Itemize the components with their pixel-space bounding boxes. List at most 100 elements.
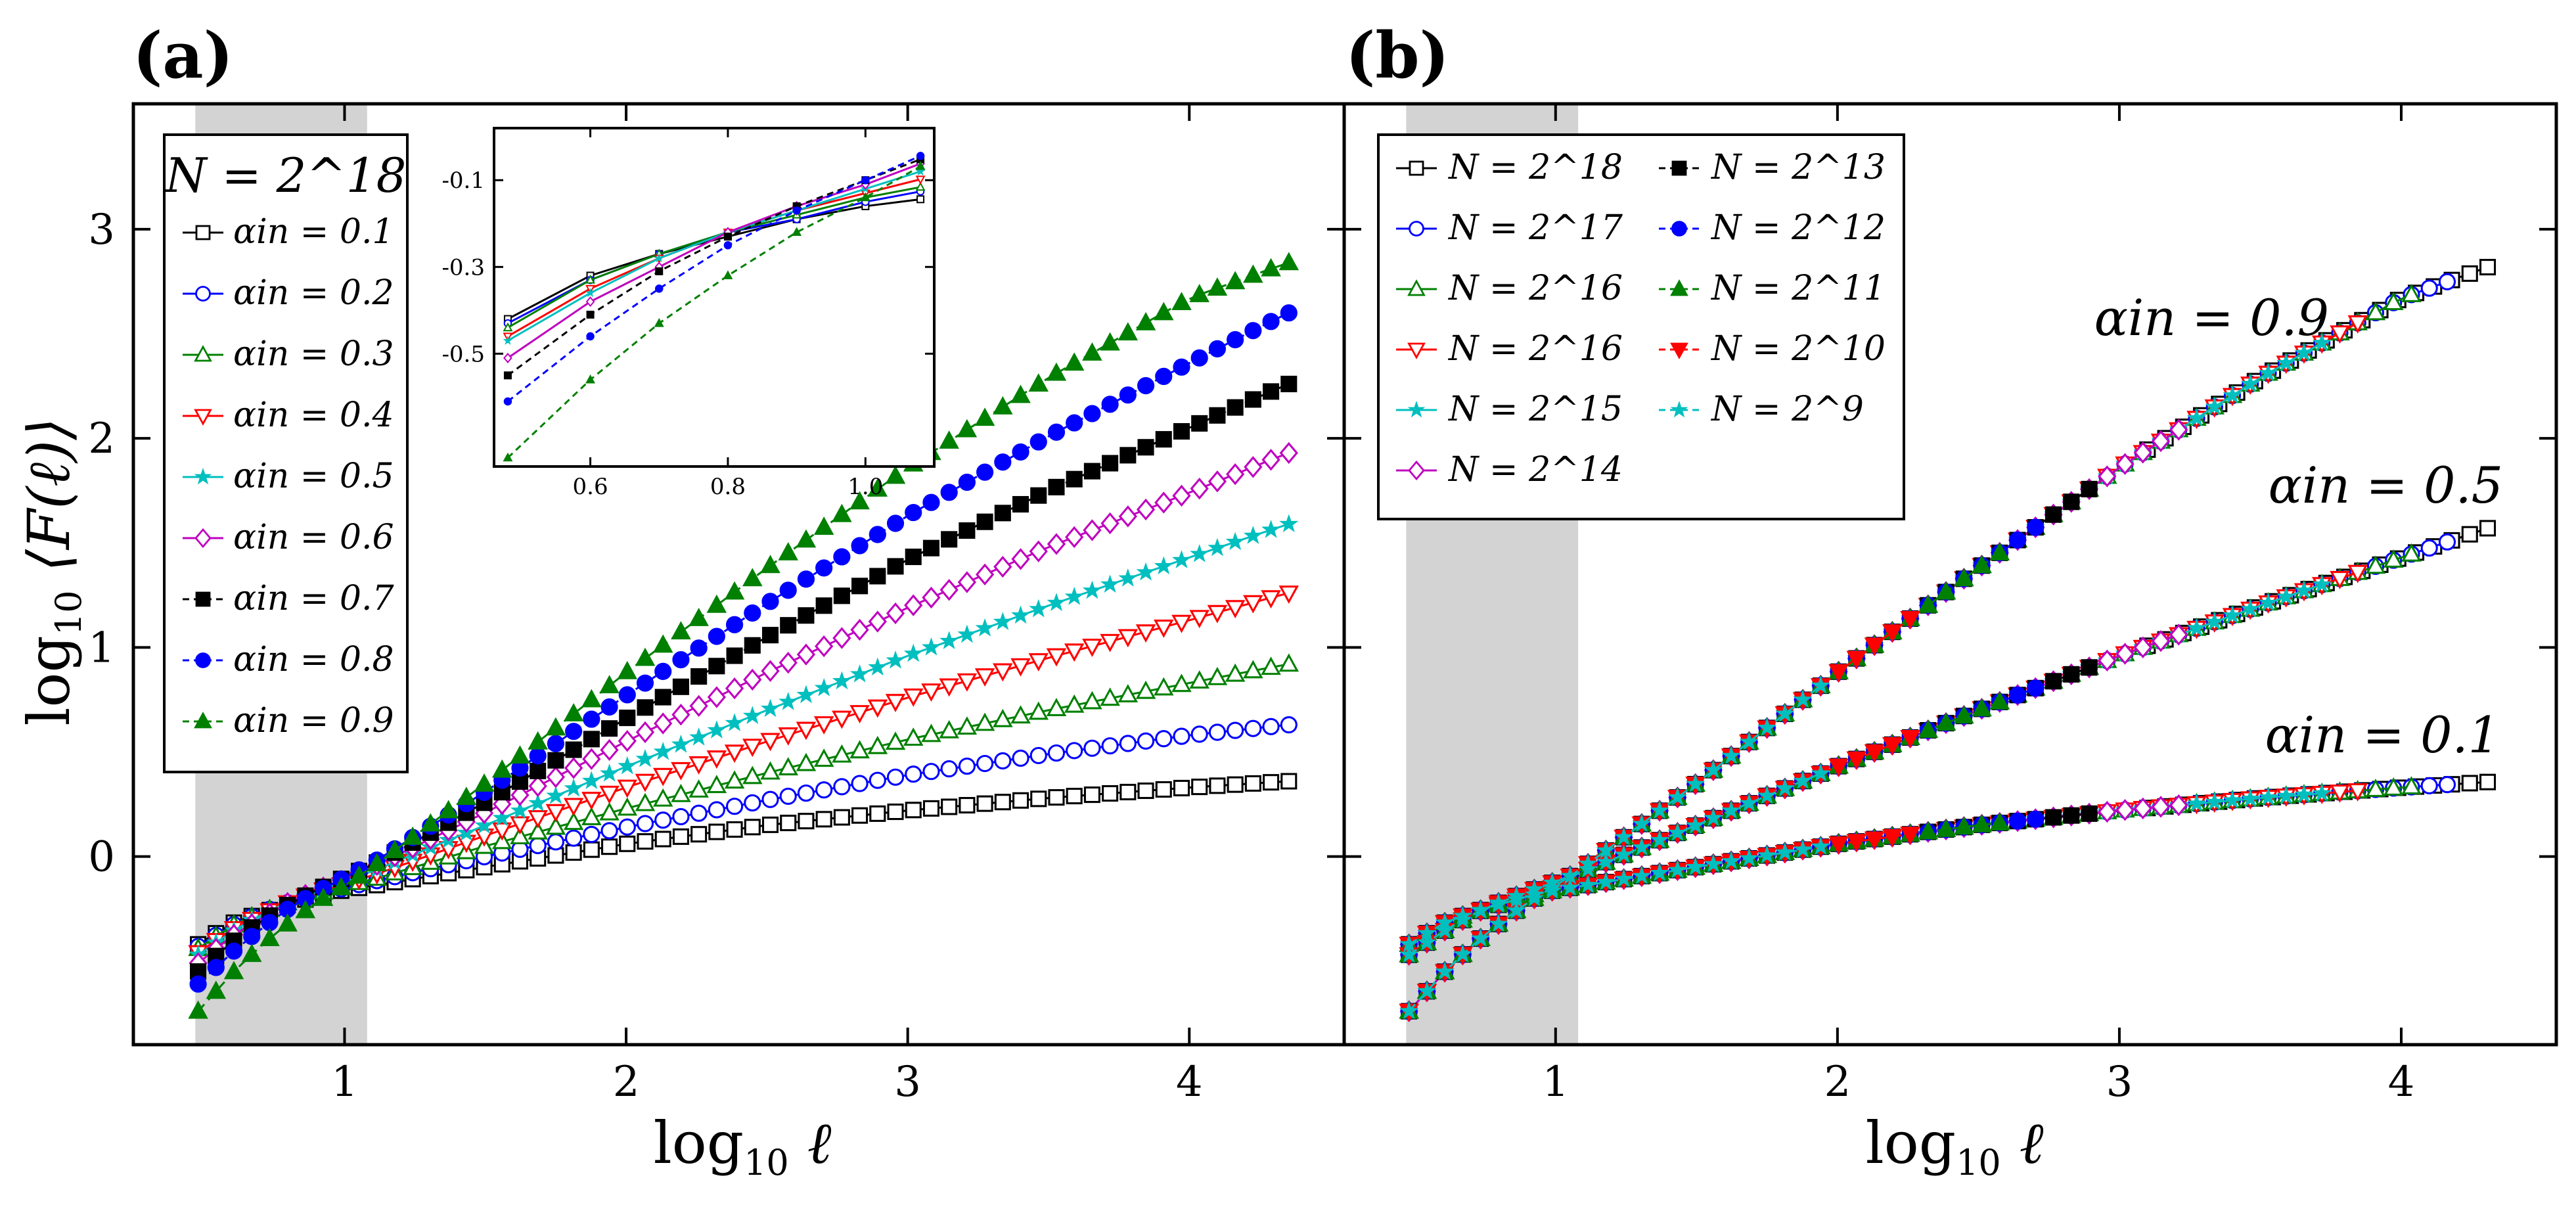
data-point: [1506, 889, 1526, 908]
data-point: [778, 541, 798, 560]
data-point: [1171, 550, 1192, 568]
legend-a-entry: αin = 0.7: [233, 579, 394, 618]
data-point: [744, 637, 761, 654]
data-point: [2240, 599, 2260, 618]
data-point: [1280, 773, 1298, 790]
data-point: [1227, 399, 1244, 416]
inset-data-point: [503, 322, 513, 332]
data-point: [528, 731, 548, 750]
data-point: [1100, 332, 1120, 351]
data-point: [241, 944, 262, 963]
data-point: [975, 618, 995, 637]
data-point: [599, 675, 620, 694]
data-point: [546, 765, 566, 788]
data-point: [1066, 788, 1083, 805]
x-tick-label: 3: [2106, 1058, 2133, 1106]
data-point: [1506, 900, 1526, 919]
data-point: [1047, 744, 1066, 762]
x-tick-label: 2: [1824, 1058, 1851, 1106]
data-point: [1846, 650, 1867, 670]
data-point: [1650, 800, 1669, 819]
data-point: [1739, 732, 1759, 750]
data-point: [367, 853, 387, 872]
data-point: [1900, 827, 1920, 846]
data-point: [1918, 821, 1939, 840]
data-point: [1721, 800, 1741, 819]
data-point: [887, 803, 904, 821]
data-point: [1136, 562, 1156, 581]
data-point: [815, 811, 832, 828]
data-point: [563, 798, 584, 817]
legend-a-entry: αin = 0.9: [233, 701, 394, 740]
data-point: [1101, 396, 1119, 413]
data-point: [796, 685, 816, 704]
data-point: [652, 634, 673, 653]
inset-data-point: [503, 335, 513, 345]
inset-data-point: [585, 374, 596, 384]
data-point: [1614, 869, 1634, 888]
data-point: [1227, 776, 1244, 793]
legend-a-entry: αin = 0.4: [233, 396, 394, 435]
data-point: [1650, 863, 1669, 882]
data-point: [546, 786, 566, 804]
legend-b-entry: N = 2^10: [1710, 329, 1886, 369]
data-point: [689, 727, 709, 746]
data-point: [1190, 725, 1208, 743]
data-point: [958, 473, 976, 491]
data-point: [832, 671, 851, 690]
data-point: [850, 664, 870, 683]
data-point: [1435, 913, 1455, 931]
data-point: [617, 660, 638, 679]
data-point: [672, 651, 690, 669]
data-point: [438, 800, 459, 819]
data-point: [1279, 442, 1298, 465]
data-point: [1578, 875, 1598, 894]
legend-a-entry: αin = 0.1: [233, 212, 394, 252]
data-point: [1453, 905, 1472, 924]
data-point: [1882, 624, 1903, 643]
inset-x-tick-label: 1.0: [847, 474, 883, 500]
data-point: [707, 720, 727, 739]
data-point: [1064, 352, 1085, 371]
data-point: [654, 712, 673, 735]
data-point: [1775, 842, 1795, 861]
legend-b-entry: N = 2^14: [1447, 450, 1623, 489]
data-point: [599, 802, 620, 821]
data-point: [1828, 836, 1849, 855]
data-point: [1278, 585, 1299, 604]
data-point: [635, 721, 655, 744]
panel-b-label: (b): [1345, 18, 1449, 93]
y-tick-label: 0: [88, 833, 115, 882]
data-point: [903, 727, 924, 746]
data-point: [2438, 776, 2456, 794]
data-point: [617, 779, 638, 798]
data-point: [725, 677, 744, 700]
data-point: [2258, 593, 2278, 612]
inset-x-tick-label: 0.6: [573, 474, 608, 500]
panel-a-ylabel: log10 ⟨F(ℓ)⟩: [15, 417, 89, 725]
data-point: [565, 829, 583, 847]
data-point: [672, 828, 689, 845]
data-point: [2186, 408, 2207, 427]
data-point: [1243, 264, 1263, 283]
data-point: [654, 830, 671, 848]
inset-data-point: [915, 175, 926, 185]
legend-a-entry: αin = 0.3: [233, 334, 394, 374]
data-point: [1417, 981, 1437, 1000]
data-point: [1118, 568, 1138, 587]
legend-a-entry: αin = 0.5: [233, 457, 394, 496]
data-point: [724, 744, 745, 763]
data-point: [796, 529, 817, 548]
data-point: [1261, 449, 1280, 471]
data-point: [959, 522, 976, 539]
data-point: [921, 723, 941, 742]
data-point: [742, 765, 763, 784]
data-point: [402, 826, 423, 845]
inset-data-point: [915, 166, 926, 176]
data-point: [1137, 439, 1154, 456]
data-point: [243, 928, 261, 945]
data-point: [761, 790, 779, 808]
data-point: [851, 537, 869, 555]
data-point: [815, 635, 834, 658]
data-point: [885, 731, 906, 750]
